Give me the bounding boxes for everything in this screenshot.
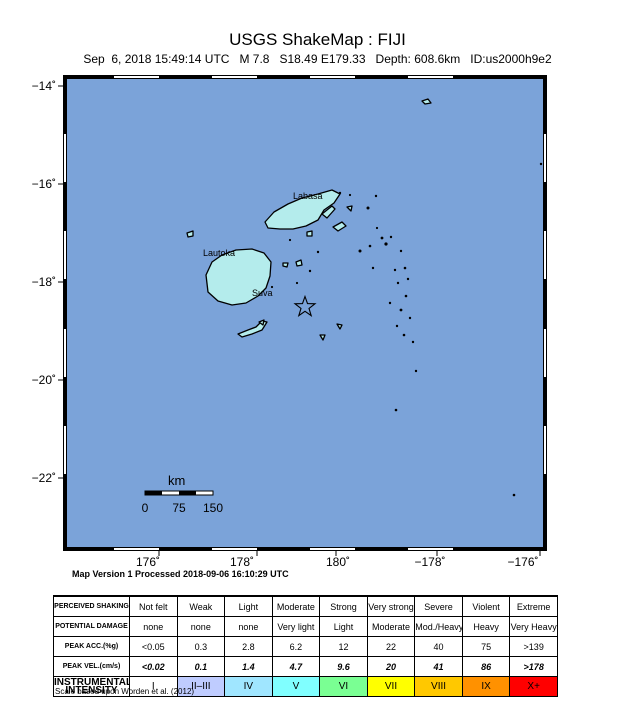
legend-cell: Very strong [366,595,416,617]
lon-label: −178˚ [414,555,445,569]
shakemap: Labasa Lautoka Suva km 0 75 150 176˚ 178… [32,75,547,569]
scale-bar: km 0 75 150 [142,473,224,515]
lat-label: −20˚ [32,373,56,387]
legend-row-vel: PEAK VEL.(cm/s) <0.02 0.1 1.4 4.7 9.6 20… [53,656,558,677]
legend-cell: Moderate [366,616,416,637]
legend-cell: Very Heavy [509,616,558,637]
legend-cell: Severe [414,595,463,617]
lat-label: −14˚ [32,79,56,93]
legend-cell: 75 [461,636,511,657]
kadavu-island [237,320,268,338]
intensity-swatch: V [271,676,321,697]
legend-row-shaking: PERCEIVED SHAKING Not felt Weak Light Mo… [53,595,558,617]
place-label-suva: Suva [252,288,273,298]
legend-cell: Extreme [509,595,558,617]
lon-label: 176˚ [136,555,160,569]
lon-label: 180˚ [326,555,350,569]
legend-cell: 0.1 [176,656,226,677]
lat-label: −18˚ [32,275,56,289]
legend-row-header: PERCEIVED SHAKING [53,595,130,617]
processing-info: Map Version 1 Processed 2018-09-06 16:10… [72,569,289,579]
legend-cell: Light [319,616,368,637]
scale-bar-tick-0: 0 [142,501,149,515]
ocean [67,79,543,547]
legend-row-header: INSTRUMENTAL INTENSITY [53,676,130,697]
legend-cell: none [176,616,226,637]
vanua-levu-island [264,189,341,230]
legend-row-intensity: INSTRUMENTAL INTENSITY I II–III IV V VI … [53,676,558,697]
scale-reference: Scale based upon Worden et al. (2012) [55,687,195,696]
legend-cell: Strong [319,595,368,617]
scale-bar-tick-75: 75 [172,501,186,515]
map-frame [58,75,547,556]
legend-cell: 41 [414,656,463,677]
legend-cell: <0.05 [129,636,178,657]
intensity-swatch: IX [461,676,511,697]
legend-cell: <0.02 [129,656,178,677]
legend-cell: 0.3 [176,636,226,657]
legend-cell: 86 [461,656,511,677]
legend-cell: Very light [271,616,321,637]
legend-cell: Violent [461,595,511,617]
legend-cell: Light [224,595,273,617]
place-label-labasa: Labasa [293,191,323,201]
epicenter-star-icon [293,294,317,317]
lat-label: −22˚ [32,471,56,485]
legend-cell: 4.7 [271,656,321,677]
legend-cell: Weak [176,595,226,617]
intensity-swatch: II–III [176,676,226,697]
place-label-lautoka: Lautoka [203,248,235,258]
intensity-swatch: VII [366,676,416,697]
intensity-swatch: I [129,676,178,697]
legend-cell: none [129,616,178,637]
legend-cell: 22 [366,636,416,657]
legend-cell: 6.2 [271,636,321,657]
land [186,98,432,341]
legend-cell: >139 [509,636,558,657]
legend-cell: 12 [319,636,368,657]
legend-cell: Moderate [271,595,321,617]
legend-row-header: POTENTIAL DAMAGE [53,616,130,637]
small-islands [270,162,543,497]
legend-row-header: PEAK ACC.(%g) [53,636,130,657]
legend-cell: Heavy [461,616,511,637]
intensity-swatch: VIII [414,676,463,697]
viti-levu-island [205,248,272,306]
lon-label: −176˚ [507,555,538,569]
legend-cell: 2.8 [224,636,273,657]
legend-row-header: PEAK VEL.(cm/s) [53,656,130,677]
lat-label: −16˚ [32,177,56,191]
legend-cell: 9.6 [319,656,368,677]
legend-cell: Mod./Heavy [414,616,463,637]
lon-label: 178˚ [230,555,254,569]
intensity-legend-table: PERCEIVED SHAKING Not felt Weak Light Mo… [53,595,558,697]
intensity-swatch: X+ [509,676,558,697]
legend-cell: 1.4 [224,656,273,677]
legend-cell: 20 [366,656,416,677]
legend-cell: >178 [509,656,558,677]
legend-cell: none [224,616,273,637]
event-info: Sep 6, 2018 15:49:14 UTC M 7.8 S18.49 E1… [83,52,552,66]
map-title: USGS ShakeMap : FIJI [229,30,406,49]
legend-row-acc: PEAK ACC.(%g) <0.05 0.3 2.8 6.2 12 22 40… [53,636,558,657]
legend-row-damage: POTENTIAL DAMAGE none none none Very lig… [53,616,558,637]
legend-cell: 40 [414,636,463,657]
intensity-swatch: VI [319,676,368,697]
scale-bar-unit: km [168,473,185,488]
scale-bar-tick-150: 150 [203,501,223,515]
legend-cell: Not felt [129,595,178,617]
intensity-swatch: IV [224,676,273,697]
